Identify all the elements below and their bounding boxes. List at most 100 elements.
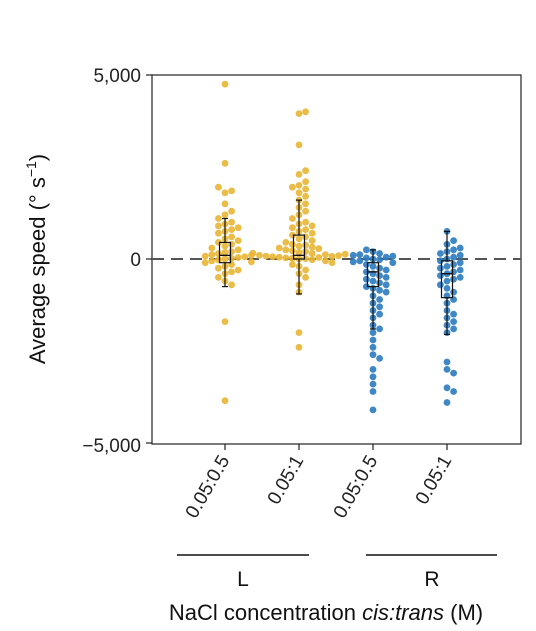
data-point: [302, 241, 309, 249]
data-point: [262, 252, 270, 260]
data-point: [369, 351, 377, 359]
data-point: [215, 215, 222, 222]
y-axis-title-main: Average speed (° s: [25, 177, 50, 364]
data-point: [275, 244, 283, 252]
data-point: [228, 281, 236, 289]
data-point: [302, 108, 309, 116]
data-point: [289, 240, 296, 248]
data-point: [322, 257, 329, 265]
data-point: [450, 261, 457, 268]
data-point: [308, 229, 316, 237]
data-point: [215, 239, 222, 246]
data-point: [208, 251, 216, 258]
data-point: [308, 243, 316, 251]
data-point: [221, 211, 229, 219]
data-point: [208, 244, 216, 252]
y-tick-label-5000: 5,000: [93, 66, 141, 87]
data-point: [443, 285, 451, 292]
data-point: [456, 244, 464, 252]
data-point: [376, 272, 383, 279]
x-axis-title-italic: cis:trans: [362, 600, 444, 625]
box-iqr: [292, 234, 306, 260]
data-point: [456, 266, 464, 274]
data-point: [369, 373, 377, 381]
data-point: [215, 264, 222, 272]
data-point: [215, 229, 222, 237]
data-point: [389, 259, 397, 267]
data-point: [308, 250, 316, 257]
data-point: [249, 249, 257, 257]
data-point: [363, 246, 370, 254]
data-point: [376, 303, 383, 311]
data-point: [456, 259, 464, 267]
y-axis: 5,000 0 −5,000: [82, 66, 152, 457]
data-marks: [201, 80, 464, 414]
data-point: [369, 277, 377, 285]
data-point: [221, 80, 229, 88]
data-point: [289, 261, 296, 268]
data-point: [228, 248, 236, 256]
data-point: [369, 380, 377, 388]
data-point: [376, 279, 383, 287]
data-point: [215, 183, 222, 191]
data-point: [295, 182, 303, 189]
group-label-R: R: [424, 568, 439, 591]
data-point: [289, 215, 296, 222]
box-iqr: [218, 241, 232, 264]
data-point: [221, 242, 229, 250]
data-point: [443, 263, 451, 270]
data-point: [201, 252, 209, 260]
series-3: [437, 228, 464, 406]
data-point: [315, 245, 323, 253]
data-point: [376, 264, 383, 272]
data-point: [349, 258, 357, 266]
data-point: [295, 110, 303, 117]
data-point: [369, 366, 377, 373]
data-point: [215, 222, 222, 230]
data-point: [369, 329, 377, 336]
data-point: [302, 218, 309, 226]
data-point: [302, 167, 309, 175]
data-point: [289, 247, 296, 255]
data-point: [376, 286, 383, 294]
data-point: [221, 249, 229, 256]
group-brackets: L R: [177, 554, 497, 591]
data-point: [228, 233, 236, 241]
data-point: [302, 193, 309, 200]
x-tick-label-0: 0.05:0.5: [182, 452, 235, 522]
data-point: [234, 246, 242, 254]
data-point: [234, 237, 242, 245]
data-point: [382, 253, 390, 261]
x-tick-label-1: 0.05:1: [264, 452, 309, 508]
data-point: [382, 288, 390, 296]
data-point: [376, 250, 383, 257]
data-point: [456, 251, 464, 259]
data-point: [308, 256, 316, 264]
data-point: [328, 259, 336, 267]
boxplot-2: [366, 249, 380, 330]
data-point: [437, 281, 444, 289]
data-point: [363, 275, 370, 283]
data-point: [356, 257, 364, 265]
data-point: [376, 256, 383, 264]
data-point: [282, 246, 290, 254]
data-point: [295, 249, 303, 256]
data-point: [289, 183, 296, 191]
data-point: [322, 251, 329, 258]
y-axis-title: Average speed (° s−1): [23, 154, 50, 364]
data-point: [389, 252, 397, 260]
data-point: [450, 237, 457, 245]
data-point: [437, 250, 444, 257]
data-point: [302, 274, 309, 281]
data-point: [341, 250, 349, 258]
box-iqr: [366, 262, 380, 288]
data-point: [215, 274, 222, 281]
data-point: [282, 239, 290, 246]
data-point: [228, 268, 236, 276]
data-point: [302, 207, 309, 215]
data-point: [450, 369, 457, 377]
data-point: [450, 318, 457, 325]
data-point: [234, 254, 242, 261]
data-point: [295, 171, 303, 178]
